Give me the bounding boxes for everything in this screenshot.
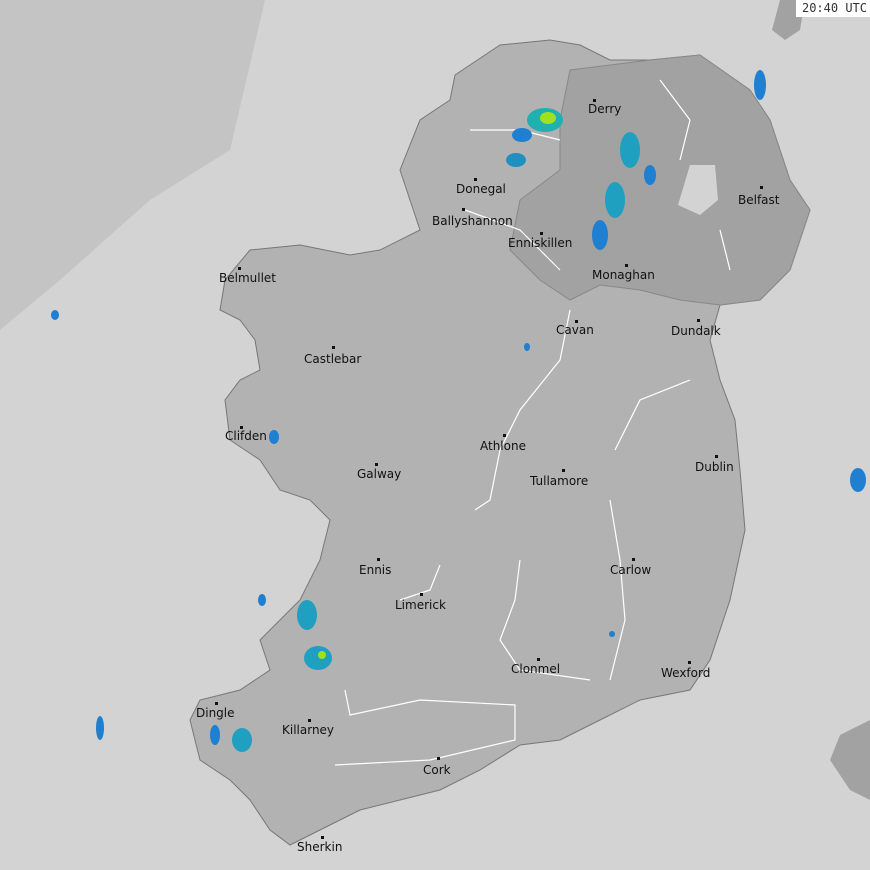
city-label: Carlow — [610, 563, 652, 577]
rain-cells — [51, 70, 866, 752]
city-marker — [540, 232, 543, 235]
outer-sea-band — [0, 0, 265, 330]
city-label: Donegal — [456, 182, 506, 196]
city-marker — [537, 658, 540, 661]
wales-coast — [830, 720, 870, 800]
city-label: Athlone — [480, 439, 526, 453]
northern-ireland-region — [509, 54, 811, 306]
city-marker — [625, 264, 628, 267]
city-label: Belfast — [738, 193, 780, 207]
city-label: Ennis — [359, 563, 392, 577]
city-marker — [215, 702, 218, 705]
city-marker — [575, 320, 578, 323]
rivers — [334, 79, 731, 766]
city-label: Dingle — [196, 706, 235, 720]
timestamp-label: 20:40 UTC — [795, 0, 870, 17]
city-marker — [593, 99, 596, 102]
city-label: Ballyshannon — [432, 214, 513, 228]
city-label: Killarney — [282, 723, 335, 737]
city-marker — [697, 319, 700, 322]
city-label: Limerick — [395, 598, 446, 612]
city-marker — [562, 469, 565, 472]
city-marker — [238, 267, 241, 270]
city-label: Clonmel — [511, 662, 561, 676]
city-label: Tullamore — [530, 474, 589, 488]
city-marker — [474, 178, 477, 181]
city-marker — [321, 836, 324, 839]
city-marker — [240, 426, 243, 429]
city-marker — [632, 558, 635, 561]
city-marker — [308, 719, 311, 722]
city-label: Dundalk — [671, 324, 721, 338]
city-label: Cork — [423, 763, 451, 777]
city-label: Clifden — [225, 429, 267, 443]
city-label: Derry — [588, 102, 622, 116]
city-marker — [375, 463, 378, 466]
city-label: Castlebar — [304, 352, 362, 366]
city-marker — [377, 558, 380, 561]
city-marker — [437, 757, 440, 760]
city-marker — [462, 208, 465, 211]
city-label: Cavan — [556, 323, 594, 337]
city-marker — [332, 346, 335, 349]
city-marker — [760, 186, 763, 189]
city-label: Galway — [357, 467, 402, 481]
city-marker — [420, 593, 423, 596]
city-label: Sherkin — [297, 840, 343, 854]
city-label: Monaghan — [592, 268, 655, 282]
city-label: Wexford — [661, 666, 711, 680]
city-marker — [688, 661, 691, 664]
city-marker — [715, 455, 718, 458]
city-label: Dublin — [695, 460, 734, 474]
city-label: Enniskillen — [508, 236, 573, 250]
city-marker — [503, 434, 506, 437]
city-label: Belmullet — [219, 271, 276, 285]
lough-neagh — [678, 165, 718, 215]
